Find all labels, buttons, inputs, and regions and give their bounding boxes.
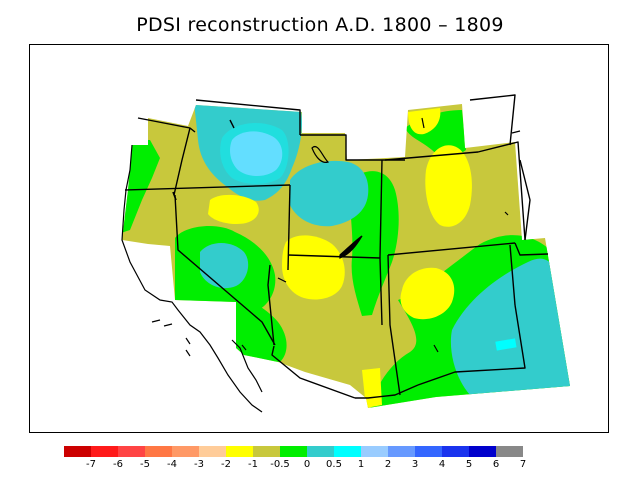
legend-swatch	[280, 446, 307, 457]
legend-tick-label: -4	[167, 459, 177, 470]
field-cyan-north-ring	[220, 123, 289, 184]
state-line-nm-south	[355, 384, 419, 399]
map-title: PDSI reconstruction A.D. 1800 – 1809	[136, 14, 504, 36]
legend-tick-label: 6	[492, 459, 500, 470]
lake-tahoe	[172, 191, 177, 201]
state-line-mt-south	[300, 134, 405, 161]
legend-tick-label: -2	[221, 459, 231, 470]
field-teal-southeast	[450, 258, 570, 395]
legend-swatch	[172, 446, 199, 457]
state-boundaries	[124, 94, 549, 399]
pacific-coastline	[121, 144, 263, 413]
great-salt-lake	[339, 235, 363, 259]
state-line-or-nv	[124, 184, 291, 191]
legend-swatch	[91, 446, 118, 457]
legend-swatch	[64, 446, 91, 457]
lake-mead	[277, 277, 287, 283]
legend-swatch	[307, 446, 334, 457]
state-line-id-west	[173, 127, 191, 196]
field-yellow-utah	[282, 235, 345, 300]
legend-swatch	[253, 446, 280, 457]
yellowstone-lake	[311, 146, 330, 163]
legend-tick-label: 5	[465, 459, 473, 470]
field-teal-nevada	[200, 243, 249, 289]
state-line-ne-ks	[519, 159, 531, 241]
channel-island-2	[163, 323, 173, 327]
field-lightblue-north	[230, 131, 283, 176]
state-line-ca-nv	[174, 194, 276, 346]
state-line-az-nm	[387, 254, 401, 396]
legend-swatch	[388, 446, 415, 457]
field-yellow-northeast	[425, 145, 472, 227]
legend-swatch	[199, 446, 226, 457]
legend-tick-label: -0.5	[270, 459, 290, 470]
legend-tick-label: -6	[113, 459, 123, 470]
state-line-co-ne	[387, 242, 516, 256]
legend-tick-label: 7	[519, 459, 527, 470]
sd-lake	[504, 211, 509, 216]
state-line-wy-east	[384, 141, 526, 241]
field-cyan-southeast	[495, 338, 517, 351]
legend-swatch	[469, 446, 496, 457]
legend-swatch	[226, 446, 253, 457]
field-yellow-north-edge	[408, 108, 441, 135]
legend-tick-label: 1	[357, 459, 365, 470]
legend-swatch	[415, 446, 442, 457]
legend-colorbar	[64, 446, 523, 457]
flathead-lake	[229, 119, 235, 129]
nd-lake	[511, 130, 521, 134]
pdsi-field	[122, 104, 570, 408]
legend-swatch	[361, 446, 388, 457]
pyramid-lake	[421, 117, 425, 129]
rio-grande-reservoir	[433, 344, 439, 353]
state-line-nm-ok	[509, 244, 516, 306]
sea-cortez-island	[241, 344, 247, 351]
state-line-id-mt	[195, 99, 301, 135]
state-line-az-west	[267, 264, 275, 346]
state-line-ut-west	[287, 184, 291, 271]
legend-tick-label: -1	[248, 459, 258, 470]
channel-island-3	[185, 337, 191, 345]
legend-swatch	[334, 446, 361, 457]
field-yellow-south	[362, 368, 382, 408]
legend-tick-label: -7	[86, 459, 96, 470]
field-yellow-nevada-north	[208, 194, 259, 224]
legend-swatch	[442, 446, 469, 457]
field-yellow-east	[400, 267, 455, 320]
legend-tick-label: 0.5	[326, 459, 342, 470]
state-line-co-ks	[514, 242, 549, 256]
channel-island-1	[151, 319, 161, 323]
legend-swatch	[145, 446, 172, 457]
state-line-az-mexico	[271, 345, 356, 399]
state-line-nd-sd	[469, 94, 516, 146]
channel-island-4	[185, 349, 191, 357]
legend-tick-label: 3	[411, 459, 419, 470]
state-line-wy-south	[379, 159, 383, 259]
lakes-and-islands	[151, 117, 521, 357]
legend-tick-label: 0	[303, 459, 311, 470]
legend-tick-label: -5	[140, 459, 150, 470]
legend-swatch	[496, 446, 523, 457]
legend-tick-label: -3	[194, 459, 204, 470]
state-line-nm-tx	[417, 304, 526, 386]
legend-tick-label: 2	[384, 459, 392, 470]
field-teal-central	[290, 160, 369, 227]
legend-swatch	[118, 446, 145, 457]
legend-tick-label: 4	[438, 459, 446, 470]
